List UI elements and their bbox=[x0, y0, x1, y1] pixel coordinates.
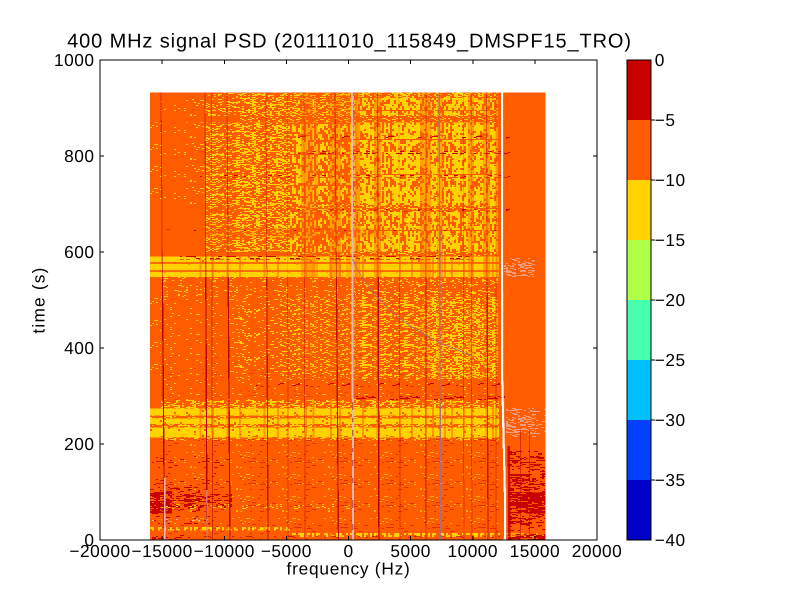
svg-text:800: 800 bbox=[64, 146, 94, 166]
svg-text:0: 0 bbox=[343, 541, 353, 561]
svg-text:1000: 1000 bbox=[54, 50, 94, 70]
svg-text:−20: −20 bbox=[655, 290, 686, 310]
svg-text:−35: −35 bbox=[655, 470, 686, 490]
svg-text:time (s): time (s) bbox=[29, 266, 49, 333]
svg-text:0: 0 bbox=[655, 50, 665, 70]
svg-text:15000: 15000 bbox=[510, 541, 561, 561]
svg-text:600: 600 bbox=[64, 242, 94, 262]
svg-text:−40: −40 bbox=[655, 530, 686, 550]
svg-text:−15: −15 bbox=[655, 230, 686, 250]
svg-text:400: 400 bbox=[64, 338, 94, 358]
svg-text:400 MHz signal PSD (20111010_1: 400 MHz signal PSD (20111010_115849_DMSP… bbox=[67, 31, 632, 53]
svg-text:10000: 10000 bbox=[447, 541, 498, 561]
svg-text:−10: −10 bbox=[655, 170, 686, 190]
svg-text:−10000: −10000 bbox=[194, 541, 255, 561]
svg-text:−30: −30 bbox=[655, 410, 686, 430]
svg-text:−5000: −5000 bbox=[261, 541, 312, 561]
svg-text:−20000: −20000 bbox=[69, 541, 130, 561]
svg-text:−25: −25 bbox=[655, 350, 686, 370]
svg-text:−15000: −15000 bbox=[132, 541, 193, 561]
svg-text:20000: 20000 bbox=[572, 541, 623, 561]
svg-text:0: 0 bbox=[84, 530, 94, 550]
svg-text:frequency (Hz): frequency (Hz) bbox=[287, 559, 411, 579]
svg-text:−5: −5 bbox=[655, 110, 676, 130]
svg-text:5000: 5000 bbox=[390, 541, 430, 561]
svg-text:200: 200 bbox=[64, 434, 94, 454]
